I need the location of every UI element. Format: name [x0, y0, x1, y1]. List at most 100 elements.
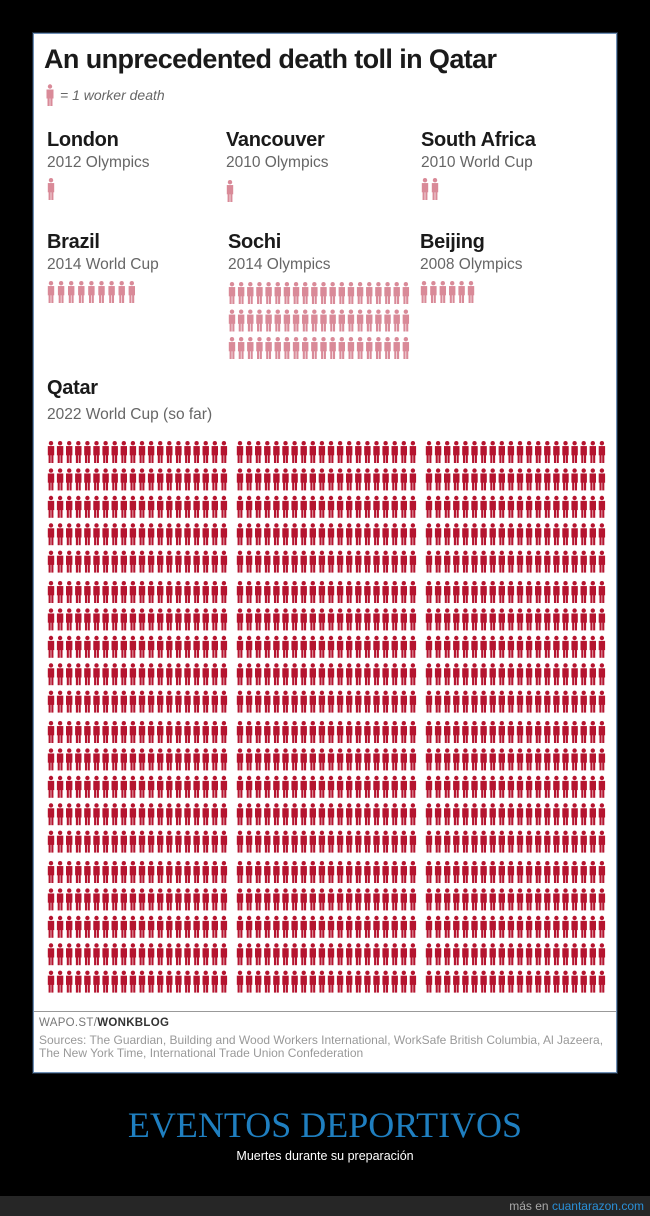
worker-icon [147, 608, 155, 631]
worker-icon [382, 495, 389, 518]
worker-icon [264, 803, 271, 826]
worker-icon [211, 943, 218, 966]
worker-icon [138, 915, 146, 938]
worker-icon [300, 608, 307, 631]
worker-icon [273, 943, 280, 966]
worker-icon [282, 748, 289, 771]
worker-icon [375, 309, 382, 332]
worker-icon [553, 663, 560, 686]
worker-icon [393, 282, 400, 304]
worker-icon [516, 635, 524, 658]
worker-icon [462, 970, 469, 993]
worker-icon [589, 523, 596, 546]
worker-icon [393, 337, 400, 359]
worker-icon [147, 748, 155, 771]
worker-icon [245, 803, 253, 826]
worker-icon [525, 581, 533, 603]
worker-icon [202, 550, 209, 573]
worker-icon [425, 608, 433, 631]
worker-icon [211, 830, 218, 853]
worker-icon [318, 635, 326, 658]
worker-icon [211, 915, 218, 938]
worker-icon [382, 915, 389, 938]
worker-icon [236, 441, 244, 463]
worker-icon [84, 523, 91, 546]
worker-icon [184, 495, 191, 518]
worker-icon [47, 550, 55, 573]
worker-icon [78, 281, 85, 303]
site-link[interactable]: cuantarazon.com [551, 1199, 644, 1213]
worker-icon [336, 775, 344, 798]
worker-icon [364, 915, 371, 938]
worker-icon [516, 523, 524, 546]
worker-icon [480, 663, 487, 686]
worker-icon [157, 888, 164, 911]
worker-icon [489, 663, 496, 686]
worker-icon [355, 915, 362, 938]
worker-icon [346, 690, 353, 713]
worker-icon [309, 581, 316, 603]
worker-icon [400, 888, 407, 911]
worker-icon [245, 635, 253, 658]
worker-icon [111, 775, 118, 798]
worker-icon [346, 775, 353, 798]
worker-icon [462, 748, 469, 771]
worker-icon [211, 523, 218, 546]
worker-icon [220, 748, 228, 771]
worker-icon [282, 495, 289, 518]
worker-icon [175, 915, 182, 938]
worker-icon [283, 282, 291, 304]
worker-icon [220, 468, 228, 491]
event-brazil: Brazil 2014 World Cup [47, 231, 159, 274]
worker-icon [120, 915, 127, 938]
worker-icon [166, 970, 173, 993]
worker-icon [525, 970, 533, 993]
worker-icon [273, 830, 280, 853]
worker-icon [336, 888, 344, 911]
worker-icon [489, 915, 496, 938]
worker-icon [434, 635, 442, 658]
worker-icon [434, 748, 442, 771]
worker-icon [264, 581, 271, 603]
event-sochi: Sochi 2014 Olympics [228, 231, 331, 274]
worker-icon [409, 888, 417, 911]
worker-icon [84, 690, 91, 713]
worker-icon [507, 550, 515, 573]
worker-icon [373, 608, 380, 631]
worker-icon [228, 337, 236, 359]
worker-icon [291, 970, 298, 993]
worker-icon [471, 550, 478, 573]
worker-icon [120, 748, 127, 771]
worker-icon [346, 861, 353, 883]
worker-icon [84, 943, 91, 966]
worker-icon [562, 468, 569, 491]
worker-icon [391, 581, 398, 603]
worker-icon [138, 468, 146, 491]
worker-icon [291, 495, 298, 518]
worker-icon [184, 608, 191, 631]
worker-icon [236, 523, 244, 546]
worker-icon [111, 888, 118, 911]
worker-icon [480, 748, 487, 771]
worker-icon [516, 495, 524, 518]
worker-icon [444, 441, 451, 463]
worker-icon [336, 663, 344, 686]
worker-icon [373, 581, 380, 603]
event-london: London 2012 Olympics [47, 129, 150, 172]
worker-icon [580, 748, 587, 771]
worker-icon [300, 550, 307, 573]
worker-icon [571, 748, 578, 771]
worker-icon [273, 468, 280, 491]
worker-icon [283, 337, 291, 359]
worker-icon [562, 943, 569, 966]
worker-icon [471, 803, 478, 826]
worker-icon [273, 721, 280, 743]
worker-icon [291, 803, 298, 826]
worker-icon [311, 337, 318, 359]
worker-icon [56, 635, 64, 658]
worker-icon [66, 608, 73, 631]
worker-icon [453, 663, 460, 686]
worker-icon [373, 550, 380, 573]
worker-icon [318, 775, 326, 798]
worker-icon [453, 915, 460, 938]
